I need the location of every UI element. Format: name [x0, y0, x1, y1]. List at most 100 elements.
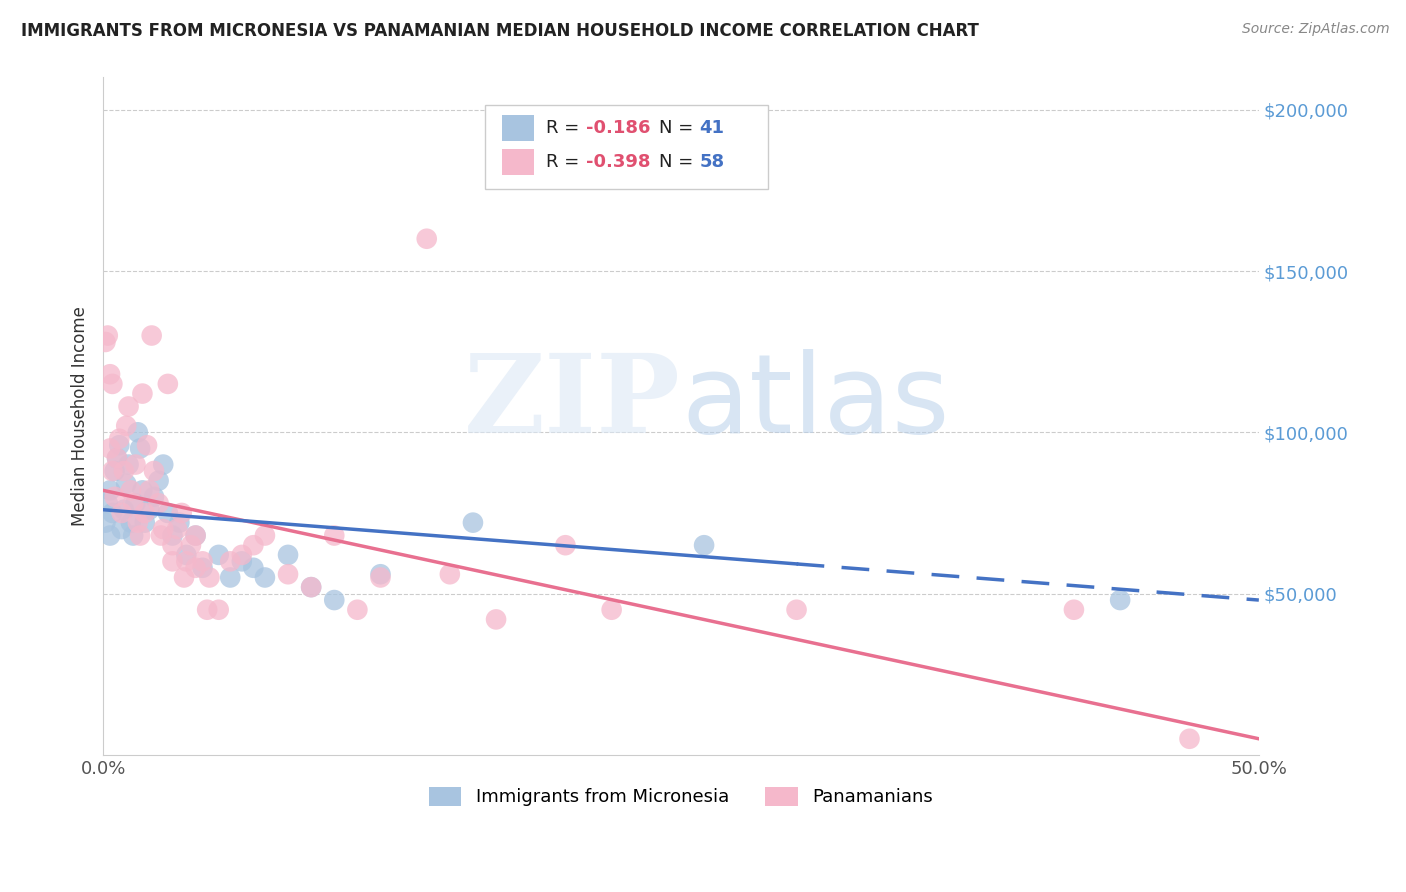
Bar: [502, 115, 534, 141]
Point: [346, 603, 368, 617]
Point: [136, 438, 159, 452]
Point: [176, 554, 198, 568]
Point: [253, 528, 276, 542]
Text: N =: N =: [659, 153, 699, 171]
Point: [191, 561, 214, 575]
Point: [148, 496, 170, 510]
Point: [111, 506, 134, 520]
Point: [143, 490, 166, 504]
FancyBboxPatch shape: [485, 104, 768, 189]
Point: [370, 567, 392, 582]
Point: [122, 496, 145, 510]
Point: [120, 483, 142, 498]
Point: [208, 603, 231, 617]
Point: [101, 464, 124, 478]
Point: [148, 474, 170, 488]
Text: R =: R =: [546, 153, 585, 171]
Point: [94, 516, 117, 530]
Point: [131, 386, 153, 401]
Point: [554, 538, 576, 552]
Text: IMMIGRANTS FROM MICRONESIA VS PANAMANIAN MEDIAN HOUSEHOLD INCOME CORRELATION CHA: IMMIGRANTS FROM MICRONESIA VS PANAMANIAN…: [21, 22, 979, 40]
Text: R =: R =: [546, 120, 585, 137]
Point: [786, 603, 808, 617]
Point: [242, 561, 264, 575]
Point: [134, 506, 156, 520]
Point: [117, 458, 139, 472]
Point: [299, 580, 322, 594]
Point: [101, 506, 124, 520]
Point: [120, 516, 142, 530]
Point: [184, 561, 207, 575]
Point: [138, 483, 160, 498]
Point: [98, 442, 121, 456]
Point: [198, 570, 221, 584]
Point: [166, 522, 188, 536]
Point: [231, 554, 253, 568]
Point: [112, 464, 135, 478]
Point: [124, 458, 146, 472]
Point: [439, 567, 461, 582]
Point: [370, 570, 392, 584]
Point: [170, 506, 193, 520]
Text: -0.186: -0.186: [586, 120, 651, 137]
Text: Source: ZipAtlas.com: Source: ZipAtlas.com: [1241, 22, 1389, 37]
Point: [112, 502, 135, 516]
Point: [1063, 603, 1085, 617]
Point: [122, 528, 145, 542]
Point: [143, 464, 166, 478]
Point: [127, 516, 149, 530]
Point: [176, 548, 198, 562]
Point: [219, 554, 242, 568]
Point: [149, 528, 172, 542]
Point: [1178, 731, 1201, 746]
Point: [208, 548, 231, 562]
Point: [231, 548, 253, 562]
Point: [184, 528, 207, 542]
Point: [219, 570, 242, 584]
Text: N =: N =: [659, 120, 699, 137]
Y-axis label: Median Household Income: Median Household Income: [72, 306, 89, 526]
Point: [104, 490, 127, 504]
Point: [416, 232, 439, 246]
Point: [156, 376, 179, 391]
Point: [162, 538, 184, 552]
Point: [162, 554, 184, 568]
Point: [173, 570, 195, 584]
Point: [138, 502, 160, 516]
Point: [152, 458, 174, 472]
Point: [111, 522, 134, 536]
Point: [98, 368, 121, 382]
Point: [115, 418, 138, 433]
Point: [162, 528, 184, 542]
Point: [299, 580, 322, 594]
Point: [169, 516, 191, 530]
Point: [108, 432, 131, 446]
Point: [127, 425, 149, 440]
Point: [97, 496, 120, 510]
Point: [693, 538, 716, 552]
Text: ZIP: ZIP: [464, 349, 681, 456]
Point: [180, 538, 202, 552]
Legend: Immigrants from Micronesia, Panamanians: Immigrants from Micronesia, Panamanians: [422, 780, 941, 814]
Point: [242, 538, 264, 552]
Point: [131, 483, 153, 498]
Point: [600, 603, 623, 617]
Point: [1109, 593, 1132, 607]
Point: [101, 376, 124, 391]
Point: [156, 506, 179, 520]
Point: [141, 328, 163, 343]
Text: -0.398: -0.398: [586, 153, 651, 171]
Point: [277, 567, 299, 582]
Point: [97, 328, 120, 343]
Point: [105, 451, 128, 466]
Point: [129, 528, 152, 542]
Point: [461, 516, 484, 530]
Point: [191, 554, 214, 568]
Point: [115, 477, 138, 491]
Bar: [502, 149, 534, 175]
Text: 58: 58: [699, 153, 724, 171]
Point: [195, 603, 218, 617]
Point: [277, 548, 299, 562]
Point: [108, 438, 131, 452]
Point: [253, 570, 276, 584]
